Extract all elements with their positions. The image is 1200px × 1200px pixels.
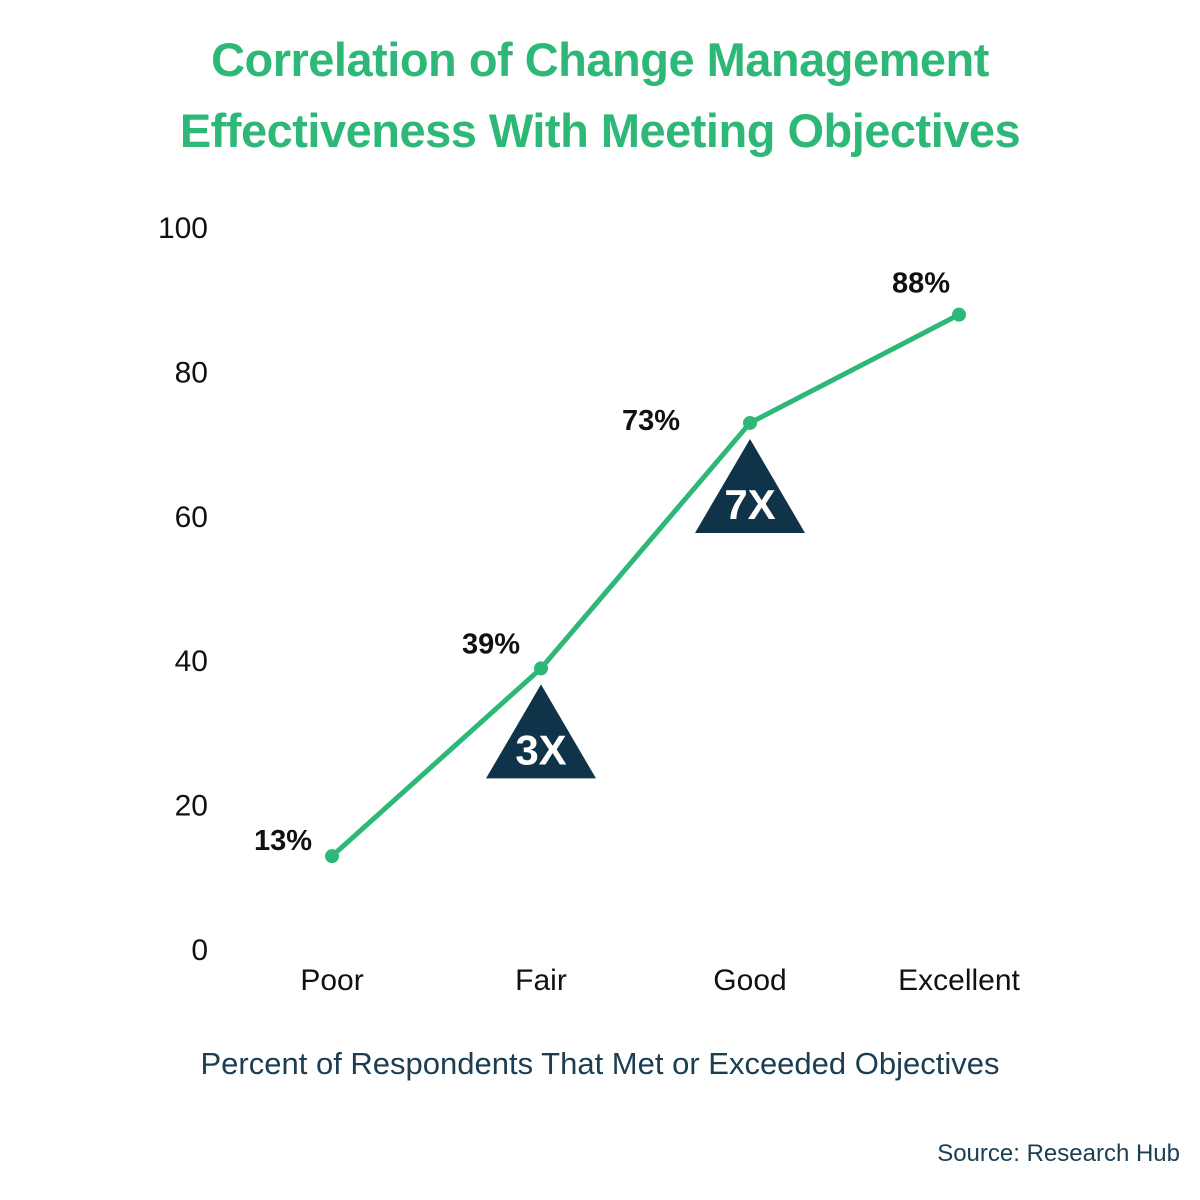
multiplier-triangle	[486, 684, 596, 779]
data-value-label: 73%	[622, 405, 680, 437]
multiplier-triangle	[695, 438, 805, 533]
source-note: Source: Research Hub	[937, 1140, 1180, 1167]
chart-title-line2: Effectiveness With Meeting Objectives	[179, 104, 1021, 157]
line-chart-canvas: 100 80 60 40 20 0 Poor Fair Good Excellent 3X 7X 13%…	[158, 212, 1021, 997]
y-axis-tick-label: 100	[158, 212, 208, 245]
y-axis-tick-label: 40	[175, 645, 208, 678]
axis-caption: Percent of Respondents That Met or Excee…	[200, 1046, 1000, 1081]
data-point-marker	[325, 849, 339, 864]
data-value-label: 13%	[254, 825, 312, 857]
multiplier-label: 3X	[515, 726, 566, 773]
multiplier-label: 7X	[724, 481, 775, 528]
y-axis-tick-label: 20	[175, 790, 208, 823]
chart-title-line1: Correlation of Change Management	[211, 33, 989, 86]
y-axis-tick-label: 0	[191, 934, 208, 967]
chart-title: Correlation of Change Management Effecti…	[0, 24, 1200, 166]
data-value-label: 39%	[462, 628, 520, 660]
y-axis-tick-label: 60	[175, 501, 208, 534]
data-point-marker	[743, 415, 757, 430]
x-axis-category-label: Good	[713, 964, 786, 997]
data-point-marker	[534, 661, 548, 676]
x-axis-category-label: Fair	[515, 964, 567, 997]
data-value-label: 88%	[892, 268, 950, 300]
trend-line	[329, 312, 962, 859]
y-axis-tick-label: 80	[175, 356, 208, 389]
data-point-marker	[952, 307, 966, 322]
x-axis-category-label: Poor	[300, 964, 363, 997]
x-axis-category-label: Excellent	[898, 964, 1020, 997]
